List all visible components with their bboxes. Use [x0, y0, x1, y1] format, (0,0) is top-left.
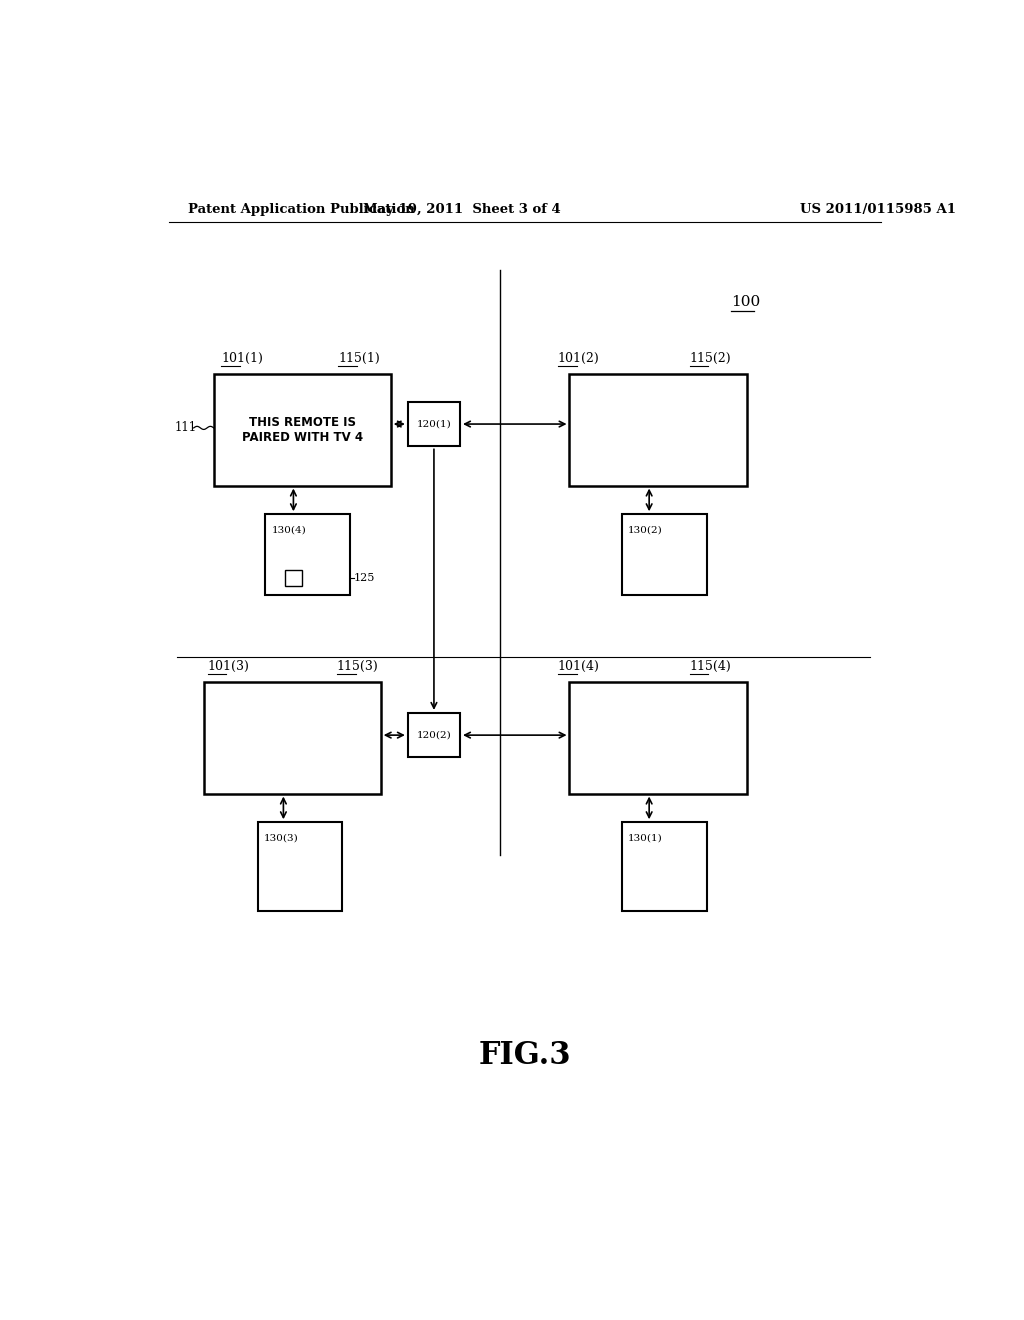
Text: 111: 111: [174, 421, 197, 434]
Bar: [622, 822, 707, 911]
Bar: [204, 682, 381, 793]
Text: 101(3): 101(3): [208, 660, 250, 673]
Text: Patent Application Publication: Patent Application Publication: [188, 203, 415, 216]
Bar: [408, 713, 460, 758]
Text: 125: 125: [354, 573, 375, 583]
Text: 130(4): 130(4): [271, 525, 306, 535]
Text: May 19, 2011  Sheet 3 of 4: May 19, 2011 Sheet 3 of 4: [362, 203, 560, 216]
Text: 101(2): 101(2): [558, 351, 600, 364]
Bar: [569, 374, 746, 486]
Text: 115(4): 115(4): [689, 660, 731, 673]
Bar: [285, 570, 301, 586]
Text: 115(3): 115(3): [337, 660, 379, 673]
Text: 115(1): 115(1): [339, 351, 380, 364]
Text: 101(4): 101(4): [558, 660, 600, 673]
Text: US 2011/0115985 A1: US 2011/0115985 A1: [801, 203, 956, 216]
Bar: [258, 822, 342, 911]
Bar: [408, 401, 460, 446]
Bar: [214, 374, 391, 486]
Text: 100: 100: [731, 294, 761, 309]
Bar: [569, 682, 746, 793]
Text: 130(3): 130(3): [264, 834, 299, 842]
Text: 130(2): 130(2): [628, 525, 663, 535]
Text: 115(2): 115(2): [689, 351, 731, 364]
Text: FIG.3: FIG.3: [478, 1040, 571, 1071]
Bar: [622, 513, 707, 595]
Text: 130(1): 130(1): [628, 834, 663, 842]
Bar: [265, 513, 350, 595]
Text: 101(1): 101(1): [221, 351, 263, 364]
Text: 120(1): 120(1): [417, 420, 452, 429]
Text: 120(2): 120(2): [417, 731, 452, 739]
Text: THIS REMOTE IS
PAIRED WITH TV 4: THIS REMOTE IS PAIRED WITH TV 4: [242, 416, 362, 444]
